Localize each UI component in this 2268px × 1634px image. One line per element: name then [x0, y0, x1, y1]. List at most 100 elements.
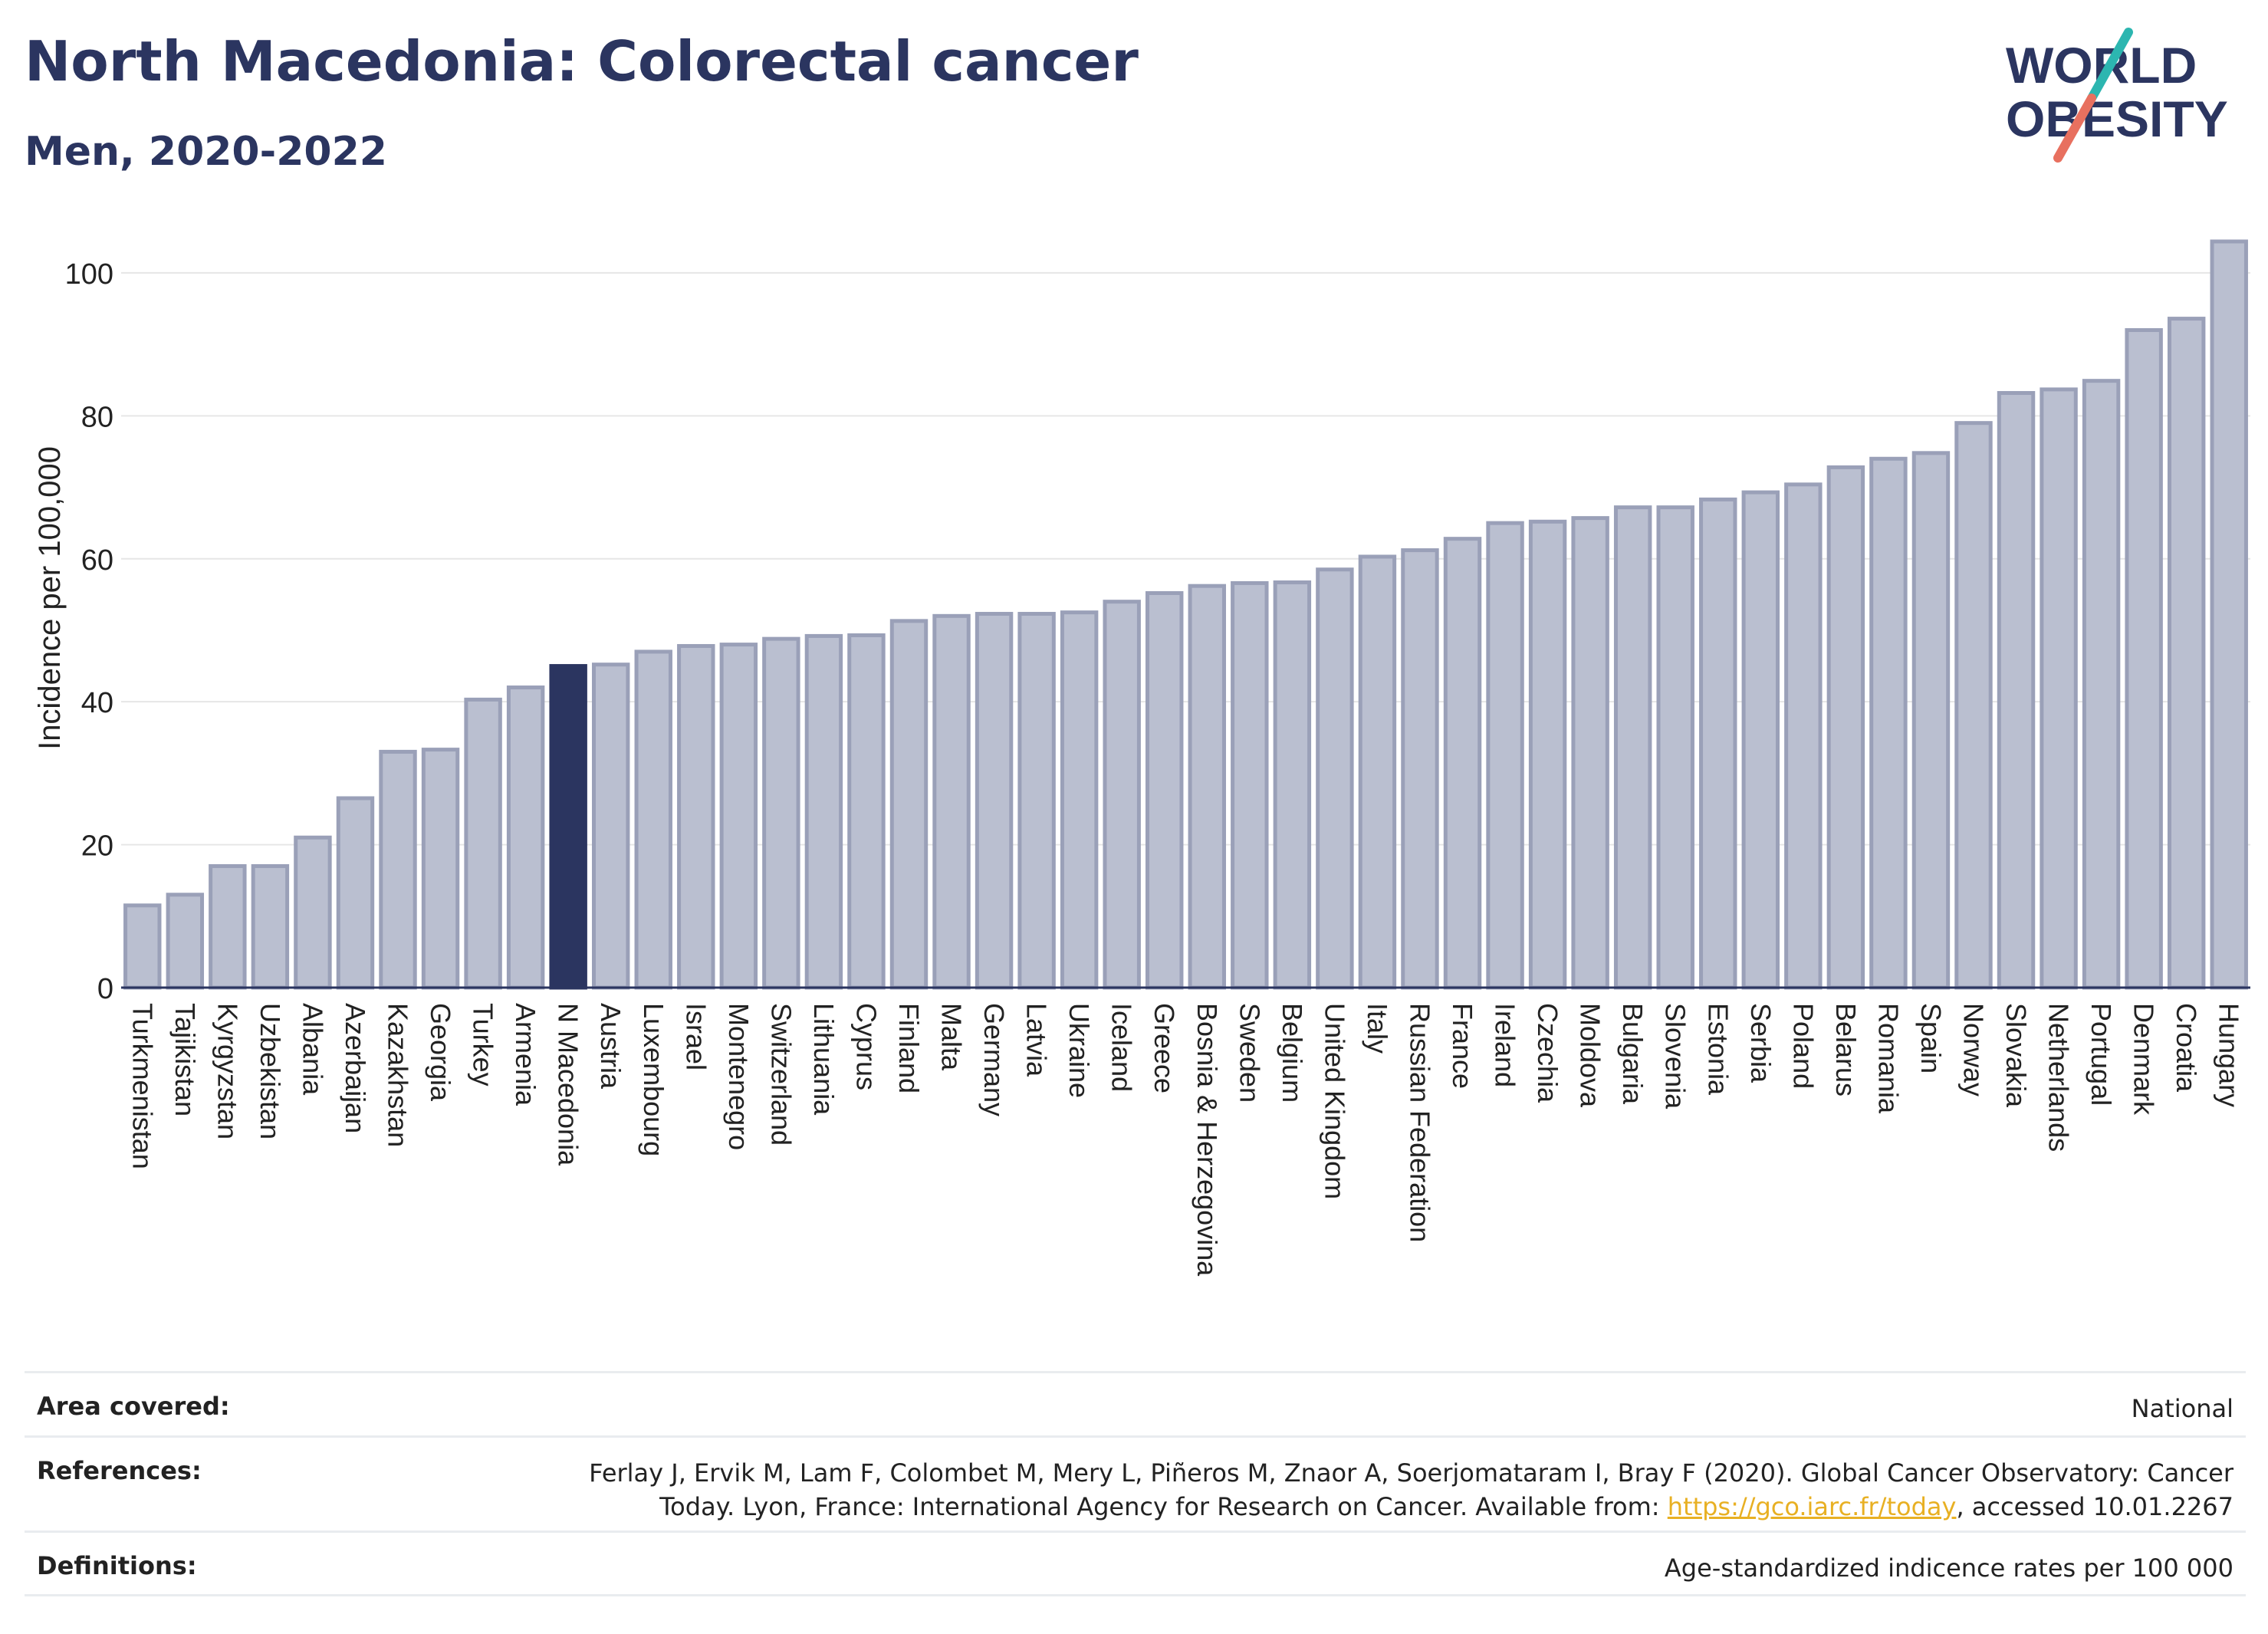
x-tick-label: Slovenia [1660, 1003, 1691, 1110]
references-value: Ferlay J, Ervik M, Lam F, Colombet M, Me… [547, 1456, 2233, 1524]
bar [847, 633, 886, 990]
x-tick-label: N Macedonia [553, 1003, 584, 1166]
x-tick-label: Estonia [1702, 1003, 1734, 1096]
bar [251, 864, 290, 990]
y-tick-label: 40 [81, 687, 113, 719]
references-link[interactable]: https://gco.iarc.fr/today [1667, 1492, 1957, 1521]
x-tick-label: Greece [1149, 1003, 1180, 1093]
bar [123, 903, 162, 990]
bar [1656, 505, 1694, 990]
x-tick-label: Kyrgyzstan [212, 1003, 243, 1139]
x-tick-label: Russian Federation [1404, 1003, 1435, 1242]
x-tick-label: Ireland [1490, 1003, 1521, 1087]
logo-slash-top [2087, 28, 2133, 103]
references-row: References: Ferlay J, Ervik M, Lam F, Co… [25, 1435, 2246, 1530]
x-tick-label: Montenegro [723, 1003, 754, 1150]
x-tick-label: Sweden [1234, 1003, 1265, 1103]
bar [634, 649, 672, 990]
definitions-row: Definitions: Age-standardized indicence … [25, 1530, 2246, 1596]
bars [123, 239, 2248, 990]
x-tick-label: Ukraine [1063, 1003, 1095, 1098]
x-tick-label: Italy [1362, 1003, 1393, 1054]
bar [1741, 490, 1780, 990]
area-covered-row: Area covered: National [25, 1371, 2246, 1435]
y-axis-label: Incidence per 100,000 [33, 446, 67, 750]
x-tick-label: Belgium [1277, 1003, 1308, 1103]
x-tick-label: Poland [1787, 1003, 1819, 1089]
x-tick-label: Georgia [425, 1003, 456, 1102]
bar [336, 796, 375, 990]
bar [932, 613, 971, 990]
x-tick-label: Switzerland [765, 1003, 797, 1146]
bar [1826, 465, 1865, 990]
x-tick-label: Denmark [2128, 1003, 2160, 1116]
bar [1401, 548, 1439, 990]
x-tick-label: Spain [1915, 1003, 1947, 1073]
x-tick-label: Cyprus [850, 1003, 882, 1090]
bar [464, 697, 502, 990]
x-tick-label: Armenia [510, 1003, 541, 1106]
references-accessed: , accessed 10.01.2267 [1956, 1492, 2233, 1521]
x-tick-label: Azerbaijan [340, 1003, 371, 1133]
bar [1699, 497, 1737, 990]
x-tick-label: Uzbekistan [255, 1003, 286, 1139]
area-covered-label: Area covered: [37, 1392, 230, 1421]
y-tick-label: 80 [81, 401, 113, 433]
x-tick-label: Serbia [1745, 1003, 1777, 1083]
x-tick-label: Czechia [1532, 1003, 1563, 1103]
bar [1188, 584, 1226, 990]
x-tick-label: Belarus [1830, 1003, 1862, 1096]
x-tick-label: Hungary [2214, 1003, 2245, 1107]
x-tick-label: Latvia [1021, 1003, 1053, 1077]
bar [549, 664, 587, 990]
x-tick-label: Turkmenistan [127, 1003, 158, 1169]
world-obesity-logo: WORLD OBESITY [2006, 28, 2228, 163]
bar [1231, 580, 1269, 990]
x-tick-label: Moldova [1575, 1003, 1606, 1108]
bar [2167, 317, 2206, 990]
bar [2040, 387, 2078, 990]
logo-line2: OBESITY [2006, 90, 2228, 147]
x-tick-label: Finland [893, 1003, 925, 1093]
x-tick-label: Lithuania [808, 1003, 840, 1116]
x-tick-label: Croatia [2171, 1003, 2202, 1093]
x-tick-label: Albania [297, 1003, 328, 1096]
logo-slash-bottom [2053, 94, 2096, 163]
bar [719, 643, 758, 990]
bar [1571, 516, 1609, 990]
x-tick-label: Norway [1957, 1003, 1989, 1096]
axes: 0 20 40 60 80 100 Turkmenistan Tajikistan Kyrgyz… [65, 258, 2250, 1277]
info-table: Area covered: National References: Ferla… [25, 1371, 2246, 1596]
bar [804, 633, 843, 990]
chart-title: North Macedonia: Colorectal cancer [25, 29, 1139, 94]
x-tick-label: Israel [680, 1003, 712, 1070]
x-tick-label: Kazakhstan [383, 1003, 414, 1147]
bar [421, 748, 460, 990]
bar [1146, 590, 1184, 990]
bar [1316, 567, 1354, 990]
bar [1273, 580, 1312, 990]
bar [889, 619, 929, 990]
bar [1443, 537, 1482, 990]
x-tick-label: Netherlands [2043, 1003, 2075, 1152]
x-tick-label: Bosnia & Herzegovina [1192, 1003, 1223, 1277]
bar [294, 835, 332, 990]
x-tick-label: Iceland [1106, 1003, 1138, 1092]
x-tick-label: Bulgaria [1617, 1003, 1648, 1105]
y-tick-label: 100 [65, 258, 113, 291]
bar [1528, 519, 1567, 990]
bar [1017, 612, 1056, 990]
x-tick-label: Slovakia [2000, 1003, 2032, 1108]
x-tick-label: Romania [1872, 1003, 1904, 1114]
x-tick-label: Malta [936, 1003, 968, 1071]
bar [2082, 379, 2121, 990]
x-tick-label: France [1447, 1003, 1478, 1089]
bar [506, 685, 545, 990]
bar [1613, 505, 1652, 990]
chart-subtitle: Men, 2020-2022 [25, 129, 387, 175]
bar [591, 662, 630, 990]
bar [379, 749, 417, 990]
y-tick-label: 0 [97, 973, 113, 1005]
bar [166, 893, 205, 990]
bar [209, 864, 247, 990]
